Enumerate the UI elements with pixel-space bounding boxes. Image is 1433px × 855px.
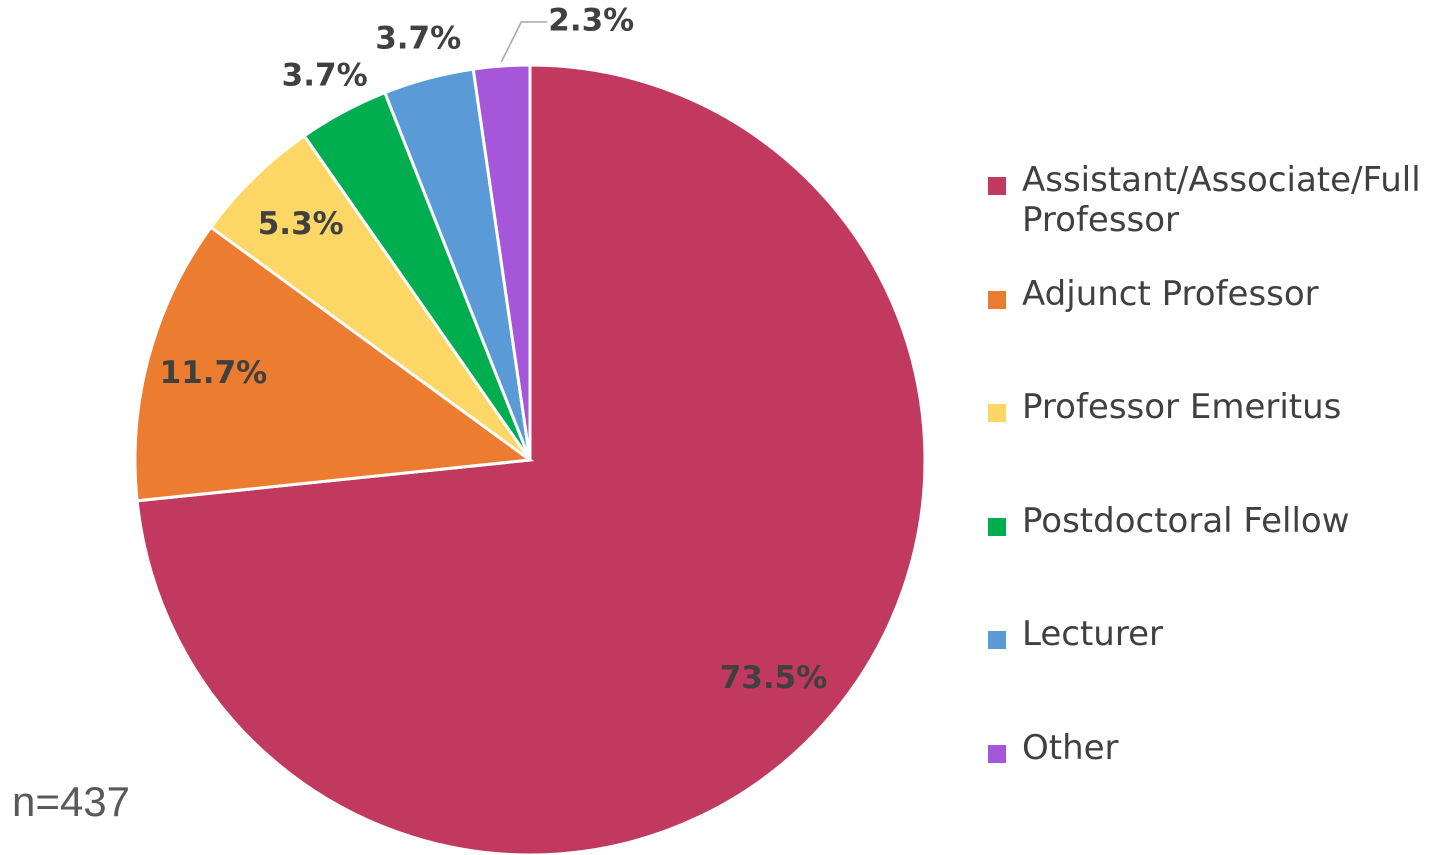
legend-label: Adjunct Professor — [1022, 273, 1319, 314]
legend-label: Professor Emeritus — [1022, 387, 1342, 427]
legend-item: Other — [988, 728, 1428, 842]
legend-swatch — [988, 177, 1006, 195]
value-label: 11.7% — [160, 355, 268, 391]
legend-label: Assistant/Associate/Full Professor — [1022, 160, 1421, 240]
legend-swatch — [988, 404, 1006, 422]
annotation: n=437 — [12, 778, 130, 825]
value-label: 3.7% — [375, 21, 461, 57]
legend-label: Other — [1022, 727, 1119, 768]
value-label: 5.3% — [258, 206, 344, 242]
legend-item: Assistant/Associate/Full Professor — [988, 160, 1428, 274]
legend-item: Professor Emeritus — [988, 387, 1428, 501]
legend-swatch — [988, 290, 1006, 309]
legend-swatch — [988, 631, 1006, 649]
value-label: 2.3% — [548, 3, 634, 39]
value-label: 3.7% — [282, 58, 368, 94]
value-label: 73.5% — [720, 660, 828, 696]
legend-item: Postdoctoral Fellow — [988, 501, 1428, 615]
legend-label: Postdoctoral Fellow — [1022, 500, 1350, 541]
legend-item: Lecturer — [988, 614, 1428, 728]
leader-line — [500, 21, 548, 63]
legend-swatch — [988, 744, 1006, 763]
legend: Assistant/Associate/Full Professor Adjunc… — [988, 160, 1428, 841]
legend-label: Lecturer — [1022, 614, 1163, 654]
legend-swatch — [988, 517, 1006, 536]
pie-slice — [133, 225, 535, 503]
pie-slice — [471, 63, 532, 461]
legend-item: Adjunct Professor — [988, 274, 1428, 388]
